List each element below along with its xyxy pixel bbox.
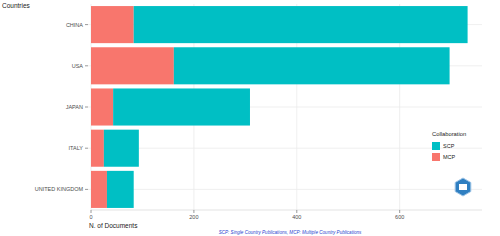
category-label: ITALY bbox=[69, 145, 84, 151]
tick bbox=[399, 210, 400, 213]
tick bbox=[85, 148, 88, 149]
tick bbox=[85, 65, 88, 66]
tick-label: 600 bbox=[395, 214, 404, 220]
bar bbox=[113, 88, 250, 125]
bar bbox=[174, 47, 450, 84]
tick-label: 200 bbox=[189, 214, 198, 220]
category-label: UNITED KINGDOM bbox=[35, 186, 84, 192]
logo bbox=[455, 178, 471, 196]
tick-label: 400 bbox=[292, 214, 301, 220]
bar bbox=[91, 171, 107, 208]
grid-line bbox=[88, 148, 482, 149]
tick bbox=[193, 210, 194, 213]
tick-label: 0 bbox=[89, 214, 92, 220]
bar bbox=[91, 130, 104, 167]
legend-swatch bbox=[432, 153, 440, 161]
tick bbox=[85, 189, 88, 190]
legend-label: MCP bbox=[443, 154, 456, 160]
category-label: JAPAN bbox=[66, 104, 83, 110]
category-label: USA bbox=[72, 63, 84, 69]
chart: CHINA USA JAPAN ITALY UNITED KINGDOM 0 200 400 6… bbox=[0, 0, 500, 236]
bar bbox=[91, 88, 113, 125]
bars bbox=[91, 6, 468, 208]
caption: SCP: Single Country Publications, MCP: M… bbox=[219, 230, 362, 235]
tick bbox=[296, 210, 297, 213]
category-label: CHINA bbox=[66, 22, 83, 28]
legend-label: SCP bbox=[443, 143, 455, 149]
y-axis-title: Countries bbox=[2, 2, 31, 9]
tick bbox=[91, 210, 92, 213]
tick bbox=[85, 24, 88, 25]
grid-line bbox=[88, 189, 482, 190]
bar bbox=[134, 6, 468, 43]
bar bbox=[91, 47, 174, 84]
bar bbox=[107, 171, 134, 208]
x-axis-title: N. of Documents bbox=[89, 222, 138, 229]
x-axis-line bbox=[91, 210, 482, 211]
legend-title: Collaboration bbox=[432, 131, 466, 137]
tick bbox=[85, 107, 88, 108]
bar bbox=[104, 130, 139, 167]
legend-swatch bbox=[432, 142, 440, 150]
logo-detail bbox=[459, 184, 467, 190]
bar bbox=[91, 6, 134, 43]
